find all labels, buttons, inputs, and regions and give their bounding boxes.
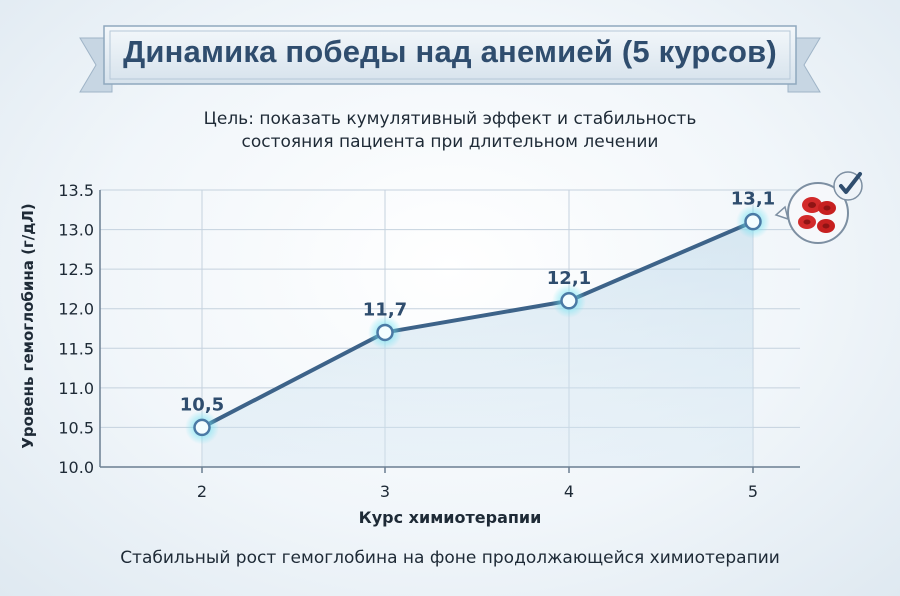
series-line xyxy=(201,219,754,430)
data-label: 10,5 xyxy=(180,394,224,415)
data-point xyxy=(560,292,578,310)
data-label: 11,7 xyxy=(363,299,407,320)
checkmark-icon xyxy=(833,171,863,201)
y-tick-label: 13.5 xyxy=(58,181,94,200)
data-point xyxy=(744,212,762,231)
title-ribbon xyxy=(79,25,821,93)
chart-title: Динамика победы над анемией (5 курсов) xyxy=(123,34,777,69)
x-tick-label: 5 xyxy=(748,482,758,501)
y-tick-label: 13.0 xyxy=(58,221,94,240)
y-tick-label: 10.5 xyxy=(58,418,94,437)
y-tick-label: 12.5 xyxy=(58,260,94,279)
chart-subtitle: Цель: показать кумулятивный эффект и ста… xyxy=(150,108,750,154)
y-tick-label: 11.5 xyxy=(58,339,94,358)
data-point xyxy=(376,323,394,342)
y-tick-label: 12.0 xyxy=(58,300,94,319)
y-axis-label: Уровень гемоглобина (г/дЛ) xyxy=(19,203,37,449)
x-axis-label: Курс химиотерапии xyxy=(358,508,542,527)
data-point xyxy=(193,418,211,437)
y-tick-label: 10.0 xyxy=(58,458,94,477)
x-tick-label: 3 xyxy=(380,482,390,501)
subtitle-line-2: состояния пациента при длительном лечени… xyxy=(241,132,659,152)
x-tick-label: 2 xyxy=(197,482,207,501)
x-tick-label: 4 xyxy=(564,482,574,501)
subtitle-line-1: Цель: показать кумулятивный эффект и ста… xyxy=(203,109,697,129)
data-label: 13,1 xyxy=(731,189,775,210)
red-blood-cells-icon xyxy=(774,182,849,244)
axes xyxy=(99,190,800,473)
data-label: 12,1 xyxy=(547,268,591,289)
y-tick-label: 11.0 xyxy=(58,379,94,398)
footer-caption: Стабильный рост гемоглобина на фоне прод… xyxy=(120,548,780,568)
